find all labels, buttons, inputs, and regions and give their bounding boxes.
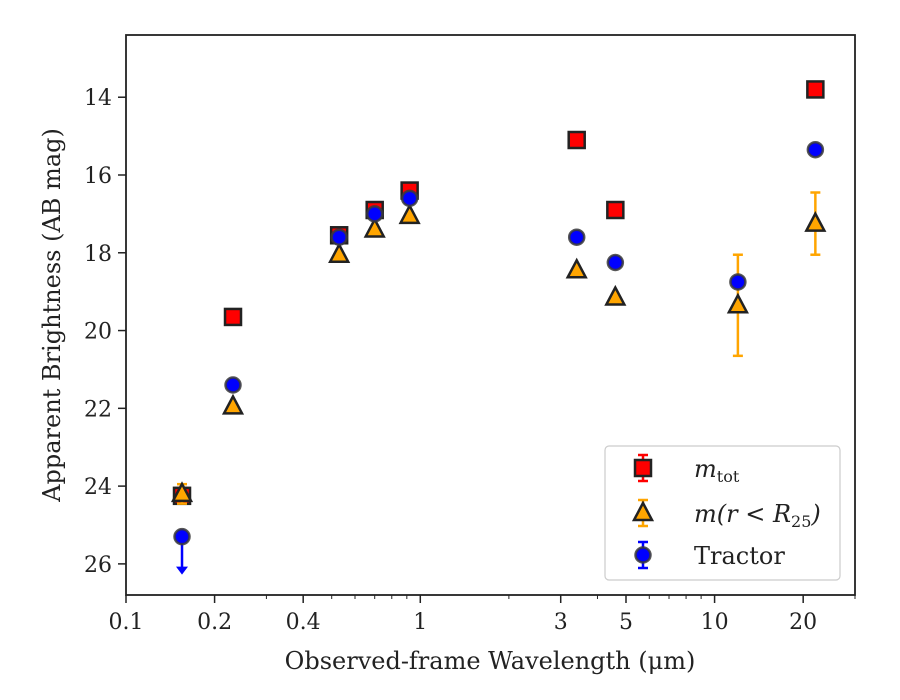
- y-tick-label: 24: [84, 475, 112, 500]
- data-point: [363, 216, 386, 238]
- data-point: [604, 284, 627, 306]
- x-tick-label: 5: [619, 610, 633, 635]
- y-tick-label: 22: [84, 397, 112, 422]
- plot-frame: [125, 34, 856, 596]
- plot-layer: [170, 80, 827, 575]
- data-point: [224, 376, 242, 394]
- y-tick-label: 18: [84, 242, 112, 267]
- y-tick-label: 26: [84, 553, 112, 578]
- y-axis-title: Apparent Brightness (AB mag): [38, 128, 66, 503]
- series-tractor: [173, 140, 825, 575]
- legend-label: Tractor: [694, 542, 785, 570]
- data-point: [726, 292, 749, 314]
- legend-marker: [633, 458, 653, 478]
- data-point: [173, 527, 191, 546]
- y-tick-label: 20: [84, 320, 112, 345]
- legend-marker: [631, 500, 655, 522]
- y-tick-label: 14: [84, 86, 112, 111]
- legend: mtot m(r < R25) Tractor: [604, 445, 841, 581]
- data-point: [223, 307, 243, 327]
- data-point: [330, 228, 348, 246]
- x-tick-label: 1: [413, 610, 427, 635]
- x-tick-label: 10: [701, 610, 729, 635]
- data-point: [606, 253, 625, 272]
- legend-box: [604, 445, 841, 581]
- legend-marker: [634, 546, 652, 564]
- y-tick-label: 16: [84, 164, 112, 189]
- legend-label: mtot: [694, 455, 740, 486]
- series-m-tot: [172, 80, 825, 506]
- data-point: [567, 228, 586, 246]
- data-point: [400, 189, 419, 208]
- data-point: [565, 257, 588, 279]
- upper-limit-arrow: [176, 566, 189, 575]
- x-tick-label: 0.2: [197, 610, 232, 635]
- x-tick-label: 3: [554, 610, 568, 635]
- data-point: [328, 242, 351, 263]
- data-point: [567, 130, 586, 150]
- x-tick-label: 20: [789, 610, 817, 635]
- data-point: [606, 200, 625, 220]
- data-point: [170, 481, 194, 503]
- data-point: [806, 80, 825, 99]
- data-point: [729, 273, 747, 291]
- x-tick-label: 0.4: [286, 610, 321, 635]
- series-m-r-r25: [170, 191, 827, 505]
- x-axis-title: Observed-frame Wavelength (μm): [285, 647, 696, 675]
- data-point: [221, 393, 245, 415]
- legend-label: m(r < R25): [694, 500, 821, 531]
- x-tick-label: 0.1: [109, 610, 144, 635]
- ticks-layer: 0.1 0.2 0.4 1 3 5 10 20 14 16 18 20 22 24 26: [84, 86, 856, 635]
- data-point: [804, 210, 827, 232]
- data-point: [398, 203, 421, 225]
- data-point: [806, 140, 825, 159]
- data-point: [365, 205, 384, 223]
